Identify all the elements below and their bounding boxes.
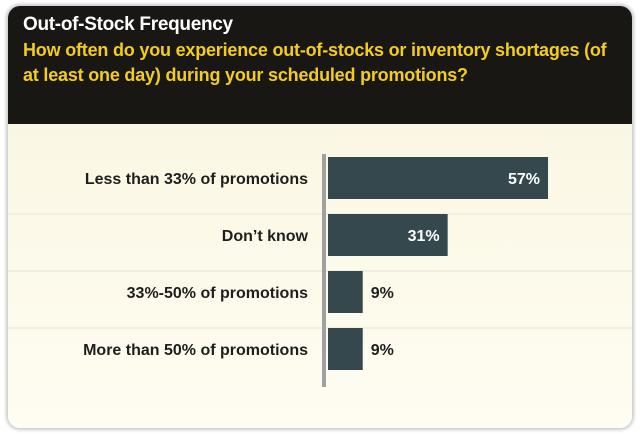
bar-chart: Less than 33% of promotions 57% Don’t know… bbox=[8, 154, 632, 387]
bar bbox=[328, 271, 363, 313]
bar bbox=[328, 214, 448, 256]
category-label: Less than 33% of promotions bbox=[85, 171, 308, 188]
category-label: More than 50% of promotions bbox=[83, 342, 308, 359]
chart-title: Out-of-Stock Frequency bbox=[23, 14, 233, 35]
data-label: 31% bbox=[408, 228, 440, 245]
data-label: 9% bbox=[371, 342, 394, 359]
category-label: 33%-50% of promotions bbox=[127, 285, 308, 302]
data-label: 57% bbox=[508, 171, 540, 188]
chart-header: Out-of-Stock Frequency How often do you … bbox=[8, 6, 632, 124]
survey-question: How often do you experience out-of-stock… bbox=[23, 40, 607, 85]
category-label: Don’t know bbox=[222, 228, 309, 245]
bar bbox=[328, 157, 549, 199]
chart-card: Out-of-Stock Frequency How often do you … bbox=[8, 6, 632, 428]
bar bbox=[328, 328, 363, 370]
data-label: 9% bbox=[371, 285, 394, 302]
